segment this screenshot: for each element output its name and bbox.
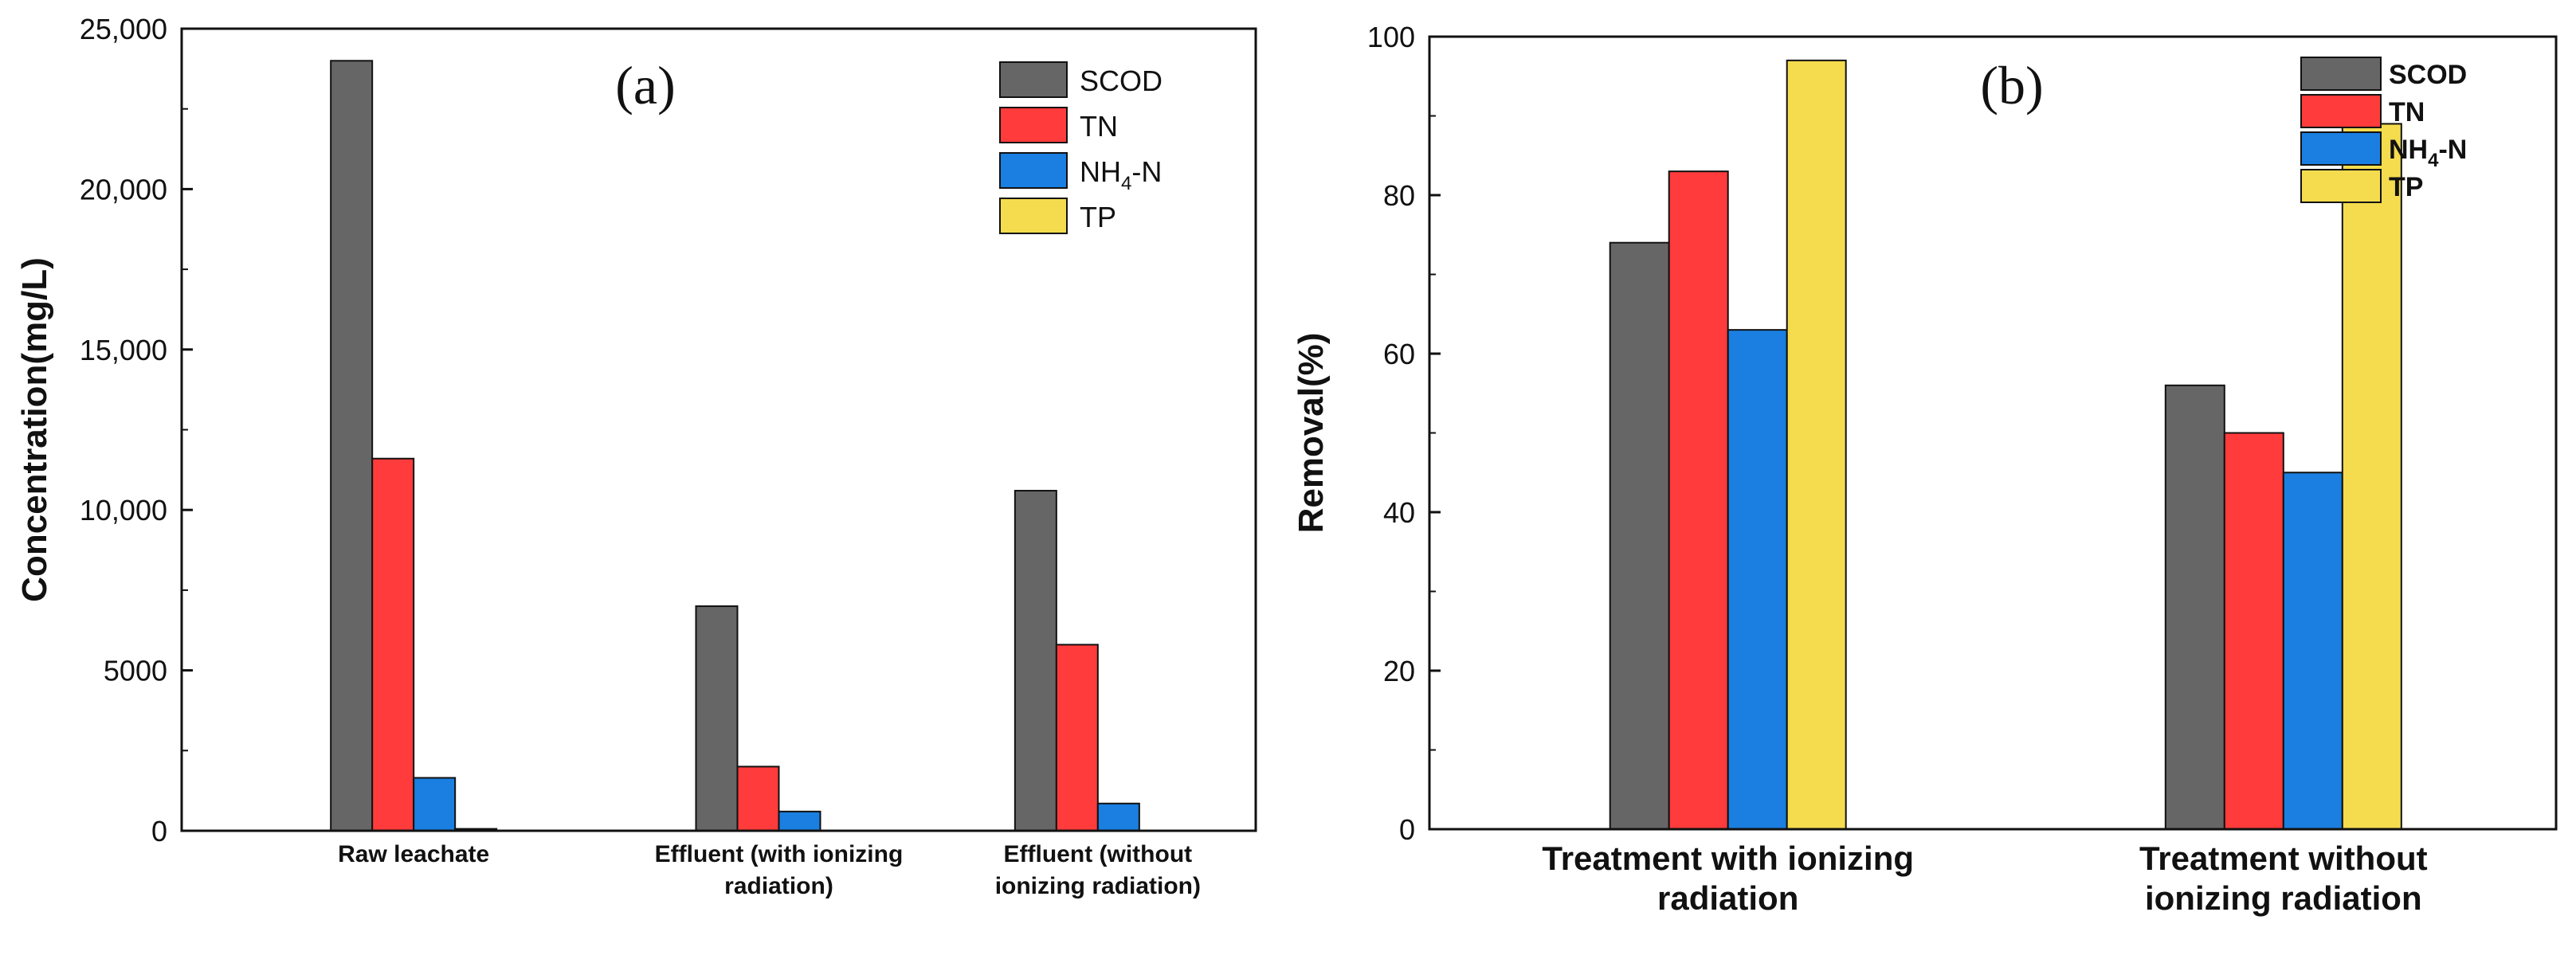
bar-tn-1 xyxy=(1668,170,1729,830)
bar-scod-3 xyxy=(1014,490,1057,832)
legend: SCOD TN NH4-N TP xyxy=(999,61,1163,234)
legend-label-suffix: -N xyxy=(2438,135,2467,165)
legend-label: NH4-N xyxy=(2389,135,2467,171)
panel-label: (b) xyxy=(1980,55,2043,115)
legend-swatch xyxy=(999,152,1068,189)
x-tick-label: ionizing radiation) xyxy=(995,873,1201,899)
bar-tn-3 xyxy=(1055,644,1099,832)
bar-scod-1 xyxy=(330,60,374,832)
y-tick-label: 0 xyxy=(1399,813,1415,846)
y-tick-label: 20 xyxy=(1383,655,1415,687)
bar-nh4n-2 xyxy=(778,810,821,832)
y-tick-label: 0 xyxy=(151,815,167,848)
x-tick-label: Treatment without xyxy=(2139,840,2428,877)
bar-scod-1 xyxy=(1609,241,1670,830)
x-tick-label: radiation) xyxy=(724,873,833,899)
legend-label: TN xyxy=(1080,110,1118,143)
legend-label: TN xyxy=(2389,97,2425,127)
legend-label: SCOD xyxy=(2389,60,2467,90)
y-tick-label: 15,000 xyxy=(80,334,167,366)
x-tick-label: radiation xyxy=(1657,879,1798,917)
legend-label: TP xyxy=(1080,201,1116,233)
legend-swatch xyxy=(2300,169,2382,203)
y-tick-label: 100 xyxy=(1367,21,1415,53)
legend-label-main: NH xyxy=(1080,155,1121,188)
x-tick-label: Effluent (without xyxy=(1004,841,1193,867)
legend-label-subscript: 4 xyxy=(1121,173,1131,194)
bar-tn-1 xyxy=(371,457,415,832)
x-tick-label: Treatment with ionizing xyxy=(1542,840,1914,877)
bar-scod-2 xyxy=(2164,384,2225,830)
x-tick-label: Effluent (with ionizing xyxy=(655,841,904,867)
legend-swatch xyxy=(2300,57,2382,91)
legend-label-main: NH xyxy=(2389,135,2428,165)
bar-tp-2 xyxy=(2341,123,2402,830)
y-tick-label: 80 xyxy=(1383,179,1415,212)
legend-label-subscript: 4 xyxy=(2428,150,2439,171)
y-tick-label: 20,000 xyxy=(80,173,167,206)
legend-swatch xyxy=(999,61,1068,98)
panel-label: (a) xyxy=(615,55,675,115)
y-tick-label: 25,000 xyxy=(80,13,167,45)
legend-swatch xyxy=(2300,131,2382,166)
y-tick-label: 5000 xyxy=(104,655,167,687)
bar-tp-1 xyxy=(1786,59,1847,831)
bar-scod-2 xyxy=(695,605,739,832)
y-axis-label: Removal(%) xyxy=(1292,333,1331,534)
legend-label-suffix: -N xyxy=(1131,155,1162,188)
bar-nh4n-3 xyxy=(1096,802,1140,832)
y-tick-label: 40 xyxy=(1383,496,1415,529)
bar-nh4n-1 xyxy=(1727,329,1788,830)
bar-tn-2 xyxy=(2223,432,2284,830)
bar-nh4n-1 xyxy=(413,777,457,832)
legend-swatch xyxy=(999,107,1068,143)
bar-tn-2 xyxy=(736,765,780,832)
legend-label: TP xyxy=(2389,172,2423,202)
legend-label: NH4-N xyxy=(1080,155,1162,194)
x-tick-label: ionizing radiation xyxy=(2145,879,2422,917)
x-tick-label: Raw leachate xyxy=(338,841,489,867)
legend-swatch xyxy=(2300,94,2382,128)
legend-label: SCOD xyxy=(1080,65,1163,97)
y-axis-label: Concentration(mg/L) xyxy=(15,257,54,602)
y-tick-label: 60 xyxy=(1383,338,1415,370)
y-tick-label: 10,000 xyxy=(80,494,167,527)
legend-swatch xyxy=(999,198,1068,234)
chart-panel-a: Raw leachate Effluent (with ionizing radia… xyxy=(15,13,1257,899)
bar-nh4n-2 xyxy=(2282,472,2343,830)
